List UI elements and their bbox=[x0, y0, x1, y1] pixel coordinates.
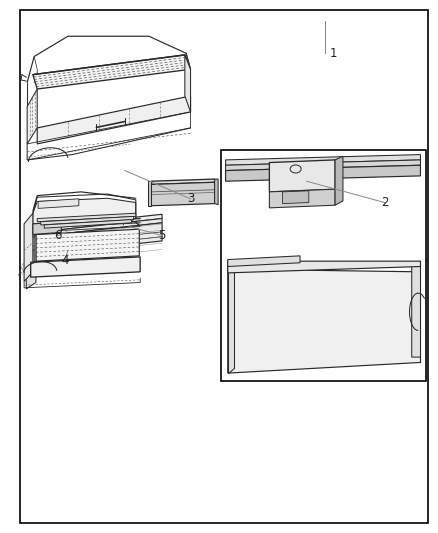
Polygon shape bbox=[228, 261, 234, 373]
Polygon shape bbox=[228, 261, 420, 273]
Polygon shape bbox=[37, 213, 136, 222]
Polygon shape bbox=[283, 191, 309, 204]
Polygon shape bbox=[27, 89, 37, 144]
Polygon shape bbox=[33, 198, 136, 224]
Polygon shape bbox=[38, 199, 79, 208]
Text: 1: 1 bbox=[330, 47, 338, 60]
Polygon shape bbox=[26, 219, 162, 238]
Polygon shape bbox=[34, 235, 36, 262]
Bar bbox=[221, 150, 426, 381]
Polygon shape bbox=[226, 160, 420, 171]
Polygon shape bbox=[185, 55, 191, 112]
Polygon shape bbox=[33, 222, 61, 235]
Polygon shape bbox=[151, 182, 215, 206]
Polygon shape bbox=[412, 261, 420, 357]
Bar bbox=[226, 264, 421, 376]
Polygon shape bbox=[44, 220, 131, 228]
Polygon shape bbox=[269, 160, 335, 192]
Polygon shape bbox=[26, 214, 162, 233]
Polygon shape bbox=[269, 189, 335, 208]
Text: 5: 5 bbox=[159, 229, 166, 242]
Polygon shape bbox=[33, 55, 191, 89]
Text: 3: 3 bbox=[187, 192, 194, 205]
Polygon shape bbox=[37, 96, 191, 144]
Polygon shape bbox=[41, 216, 134, 225]
Polygon shape bbox=[228, 269, 420, 373]
Polygon shape bbox=[335, 156, 343, 205]
Polygon shape bbox=[26, 223, 162, 256]
Polygon shape bbox=[226, 165, 420, 181]
Polygon shape bbox=[36, 229, 139, 261]
Text: 2: 2 bbox=[381, 196, 389, 209]
Polygon shape bbox=[31, 257, 140, 277]
Polygon shape bbox=[226, 155, 420, 165]
Polygon shape bbox=[215, 179, 218, 205]
Polygon shape bbox=[151, 179, 215, 184]
Polygon shape bbox=[148, 181, 151, 206]
Text: 6: 6 bbox=[54, 229, 62, 242]
Polygon shape bbox=[228, 256, 300, 266]
Polygon shape bbox=[26, 248, 36, 289]
Text: 4: 4 bbox=[61, 254, 69, 266]
Bar bbox=[226, 156, 421, 253]
Polygon shape bbox=[24, 213, 33, 281]
